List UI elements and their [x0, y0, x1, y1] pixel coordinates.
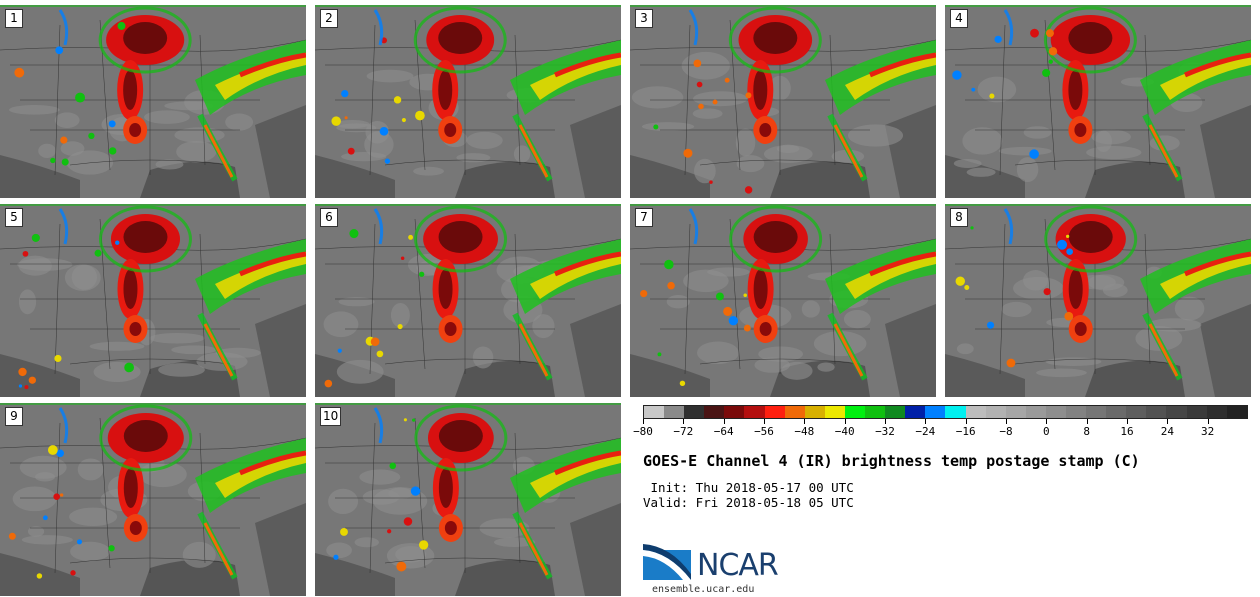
ensemble-member-panel: 9: [0, 403, 306, 596]
colorbar-tick-label: 24: [1160, 425, 1174, 438]
colorbar-segment: [1226, 406, 1247, 418]
colorbar-tick: [1086, 419, 1088, 424]
colorbar-segment: [1065, 406, 1087, 418]
colorbar-tick: [723, 419, 725, 424]
colorbar-segment: [1005, 406, 1026, 418]
ensemble-member-panel: 7: [630, 204, 936, 397]
ensemble-member-panel: 2: [315, 5, 621, 198]
member-number-label: 9: [5, 407, 23, 426]
colorbar-tick: [925, 419, 927, 424]
valid-time: Valid: Fri 2018-05-18 05 UTC: [643, 495, 854, 510]
ensemble-member-panel: 5: [0, 204, 306, 397]
colorbar-segment: [865, 406, 886, 418]
colorbar-segment: [784, 406, 805, 418]
site-url: ensemble.ucar.edu: [652, 584, 755, 595]
colorbar-segment: [684, 406, 705, 418]
ensemble-member-panel: 3: [630, 5, 936, 198]
init-time: Init: Thu 2018-05-17 00 UTC: [643, 480, 854, 495]
colorbar-tick: [1127, 419, 1128, 424]
ensemble-member-panel: 6: [315, 204, 621, 397]
colorbar-ticks: −80 −72 −64 −56 −48 −40 −32 −24 −16 −8 0 8 16 24 32: [633, 419, 1248, 439]
colorbar-tick-label: 16: [1120, 425, 1134, 438]
member-number-label: 10: [320, 407, 342, 426]
colorbar-segment: [1146, 406, 1167, 418]
ir-satellite-map: [945, 5, 1251, 198]
colorbar-tick: [643, 419, 644, 424]
member-number-label: 7: [635, 208, 653, 227]
colorbar-segment: [945, 406, 966, 418]
ir-satellite-map: [315, 5, 621, 198]
colorbar-tick: [683, 419, 685, 424]
colorbar-tick-label: −80: [633, 425, 653, 438]
ensemble-member-panel: 8: [945, 204, 1251, 397]
colorbar-segment: [1025, 406, 1046, 418]
colorbar-tick-label: −24: [915, 425, 936, 438]
ir-satellite-map: [0, 403, 306, 596]
colorbar-segment: [824, 406, 845, 418]
ir-satellite-map: [315, 204, 621, 397]
colorbar-tick: [764, 419, 765, 424]
colorbar-tick: [1006, 419, 1007, 424]
colorbar-segment: [1206, 406, 1227, 418]
colorbar-tick-label: −8: [999, 425, 1013, 438]
member-number-label: 1: [5, 9, 23, 28]
colorbar-segment: [744, 406, 765, 418]
colorbar-tick-label: −72: [673, 425, 694, 438]
ncar-logo-text: NCAR: [697, 548, 779, 583]
colorbar-segment: [844, 406, 866, 418]
colorbar-tick-label: 0: [1043, 425, 1050, 438]
ir-satellite-map: [0, 5, 306, 198]
colorbar-segment: [724, 406, 745, 418]
ir-satellite-map: [0, 204, 306, 397]
member-number-label: 6: [320, 208, 338, 227]
colorbar-segment: [985, 406, 1006, 418]
member-number-label: 8: [950, 208, 968, 227]
colorbar-tick: [844, 419, 846, 424]
colorbar-tick-label: −32: [875, 425, 895, 438]
colorbar-segment: [1186, 406, 1207, 418]
ir-satellite-map: [945, 204, 1251, 397]
colorbar-segment: [804, 406, 825, 418]
colorbar-tick: [965, 419, 967, 424]
colorbar: [643, 405, 1248, 419]
member-number-label: 3: [635, 9, 653, 28]
colorbar-tick: [1046, 419, 1048, 424]
ensemble-member-panel: 4: [945, 5, 1251, 198]
colorbar-segment: [644, 406, 665, 418]
colorbar-segment: [1086, 406, 1107, 418]
colorbar-tick-label: −40: [834, 425, 855, 438]
member-number-label: 4: [950, 9, 968, 28]
colorbar-tick-label: −16: [955, 425, 976, 438]
colorbar-tick-label: −56: [754, 425, 774, 438]
colorbar-segment: [905, 406, 926, 418]
ir-satellite-map: [315, 403, 621, 596]
colorbar-tick-label: 8: [1083, 425, 1090, 438]
ensemble-member-panel: 10: [315, 403, 621, 596]
colorbar-segment: [1045, 406, 1066, 418]
member-number-label: 2: [320, 9, 338, 28]
ncar-logo-icon: [643, 544, 691, 580]
colorbar-tick: [1207, 419, 1209, 424]
colorbar-segment: [664, 406, 685, 418]
colorbar-segment: [885, 406, 906, 418]
colorbar-segment: [1166, 406, 1187, 418]
colorbar-tick-label: −48: [794, 425, 815, 438]
colorbar-segment: [1106, 406, 1127, 418]
colorbar-tick: [804, 419, 806, 424]
colorbar-segment: [1126, 406, 1147, 418]
ensemble-member-panel: 1: [0, 5, 306, 198]
colorbar-tick-label: −64: [713, 425, 734, 438]
figure-title: GOES-E Channel 4 (IR) brightness temp po…: [643, 452, 1140, 470]
colorbar-tick-label: 32: [1201, 425, 1215, 438]
colorbar-segment: [965, 406, 986, 418]
member-number-label: 5: [5, 208, 23, 227]
ir-satellite-map: [630, 5, 936, 198]
ir-satellite-map: [630, 204, 936, 397]
colorbar-segment: [764, 406, 785, 418]
colorbar-segment: [925, 406, 946, 418]
colorbar-segment: [704, 406, 725, 418]
colorbar-tick: [885, 419, 886, 424]
colorbar-tick: [1167, 419, 1169, 424]
